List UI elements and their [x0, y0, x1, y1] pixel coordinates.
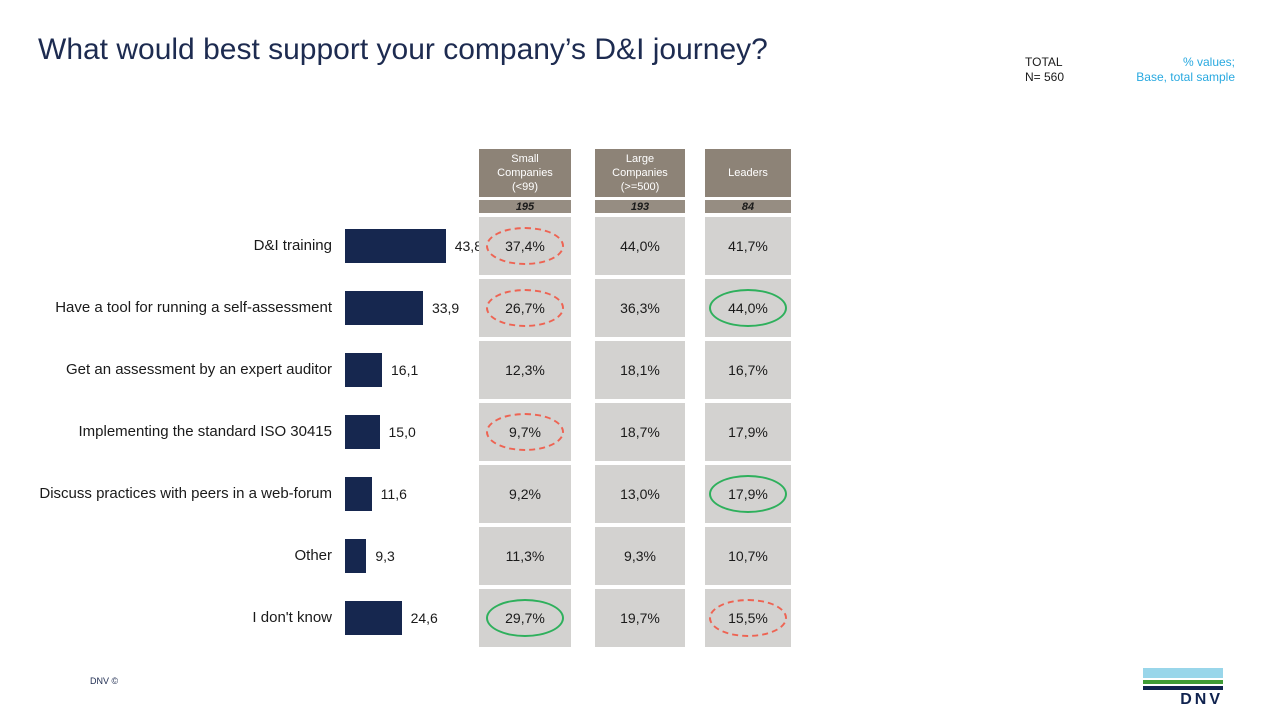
page-title: What would best support your company’s D… [38, 33, 768, 66]
percent-value: 9,2% [509, 486, 541, 502]
total-sample-block: TOTAL N= 560 [1025, 55, 1064, 85]
column-base-n: 195 [479, 200, 571, 213]
percent-cell: 11,3% [479, 527, 571, 585]
percent-value: 10,7% [728, 548, 768, 564]
percent-cell: 29,7% [479, 589, 571, 647]
highlight-ellipse-red [709, 599, 787, 637]
logo-lightblue-bar [1143, 668, 1223, 678]
category-label: D&I training [253, 237, 332, 254]
bar-value-label: 16,1 [391, 362, 419, 378]
percent-cell: 9,3% [595, 527, 685, 585]
bar-value-label: 11,6 [380, 486, 407, 502]
logo-wordmark: DNV [1180, 691, 1223, 708]
bar-value-label: 33,9 [431, 300, 460, 316]
logo-green-bar [1143, 680, 1223, 684]
highlight-ellipse-green [486, 599, 564, 637]
category-label: Discuss practices with peers in a web-fo… [39, 485, 332, 502]
highlight-ellipse-green [709, 475, 787, 513]
percent-cell: 44,0% [595, 217, 685, 275]
percent-value: 41,7% [728, 238, 768, 254]
percent-value: 36,3% [620, 300, 660, 316]
percent-cell: 18,1% [595, 341, 685, 399]
total-bar [345, 291, 423, 325]
total-bar [345, 477, 372, 511]
column-header: Small Companies (<99) [479, 149, 571, 197]
total-bar [345, 539, 367, 573]
bar-value-label: 9,3 [375, 548, 395, 564]
column-base-n: 84 [705, 200, 791, 213]
bar-value-label: 43,8 [454, 238, 482, 254]
percent-value: 16,7% [728, 362, 768, 378]
percent-cell: 15,5% [705, 589, 791, 647]
dnv-logo: DNV [1143, 668, 1223, 709]
highlight-ellipse-red [486, 227, 564, 265]
percent-cell: 18,7% [595, 403, 685, 461]
percent-cell: 41,7% [705, 217, 791, 275]
highlight-ellipse-red [486, 413, 564, 451]
percent-value: 13,0% [620, 486, 660, 502]
percent-cell: 10,7% [705, 527, 791, 585]
percent-value: 19,7% [620, 610, 660, 626]
bar-value-label: 24,6 [410, 610, 438, 626]
percent-value: 18,7% [620, 424, 660, 440]
percent-cell: 12,3% [479, 341, 571, 399]
column-base-n: 193 [595, 200, 685, 213]
percent-cell: 13,0% [595, 465, 685, 523]
percent-cell: 9,7% [479, 403, 571, 461]
total-bar [345, 229, 446, 263]
percent-value: 17,9% [728, 424, 768, 440]
category-label: I don't know [252, 609, 332, 626]
percent-cell: 16,7% [705, 341, 791, 399]
category-label: Other [294, 547, 332, 564]
note-line-2: Base, total sample [1136, 70, 1235, 84]
percent-cell: 17,9% [705, 403, 791, 461]
values-note-block: % values; Base, total sample [1054, 55, 1235, 85]
percent-cell: 44,0% [705, 279, 791, 337]
percent-cell: 19,7% [595, 589, 685, 647]
percent-value: 18,1% [620, 362, 660, 378]
total-n: N= 560 [1025, 70, 1065, 84]
category-label: Get an assessment by an expert auditor [66, 361, 332, 378]
logo-navy-bar [1143, 686, 1223, 690]
category-label: Implementing the standard ISO 30415 [78, 423, 333, 440]
total-bar [345, 353, 383, 387]
column-header: Leaders [705, 149, 791, 197]
total-bar [345, 601, 402, 635]
total-bar [345, 415, 380, 449]
total-label: TOTAL [1025, 55, 1063, 69]
bar-value-label: 15,0 [388, 424, 416, 440]
note-line-1: % values; [1182, 55, 1235, 69]
highlight-ellipse-red [486, 289, 564, 327]
category-label: Have a tool for running a self-assessmen… [55, 299, 332, 316]
percent-cell: 26,7% [479, 279, 571, 337]
percent-cell: 36,3% [595, 279, 685, 337]
percent-cell: 17,9% [705, 465, 791, 523]
copyright-text: DNV © [90, 676, 119, 686]
percent-value: 11,3% [505, 548, 545, 564]
highlight-ellipse-green [709, 289, 787, 327]
column-header: Large Companies (>=500) [595, 149, 685, 197]
percent-cell: 9,2% [479, 465, 571, 523]
percent-value: 9,3% [624, 548, 656, 564]
percent-cell: 37,4% [479, 217, 571, 275]
percent-value: 44,0% [620, 238, 660, 254]
percent-value: 12,3% [505, 362, 545, 378]
